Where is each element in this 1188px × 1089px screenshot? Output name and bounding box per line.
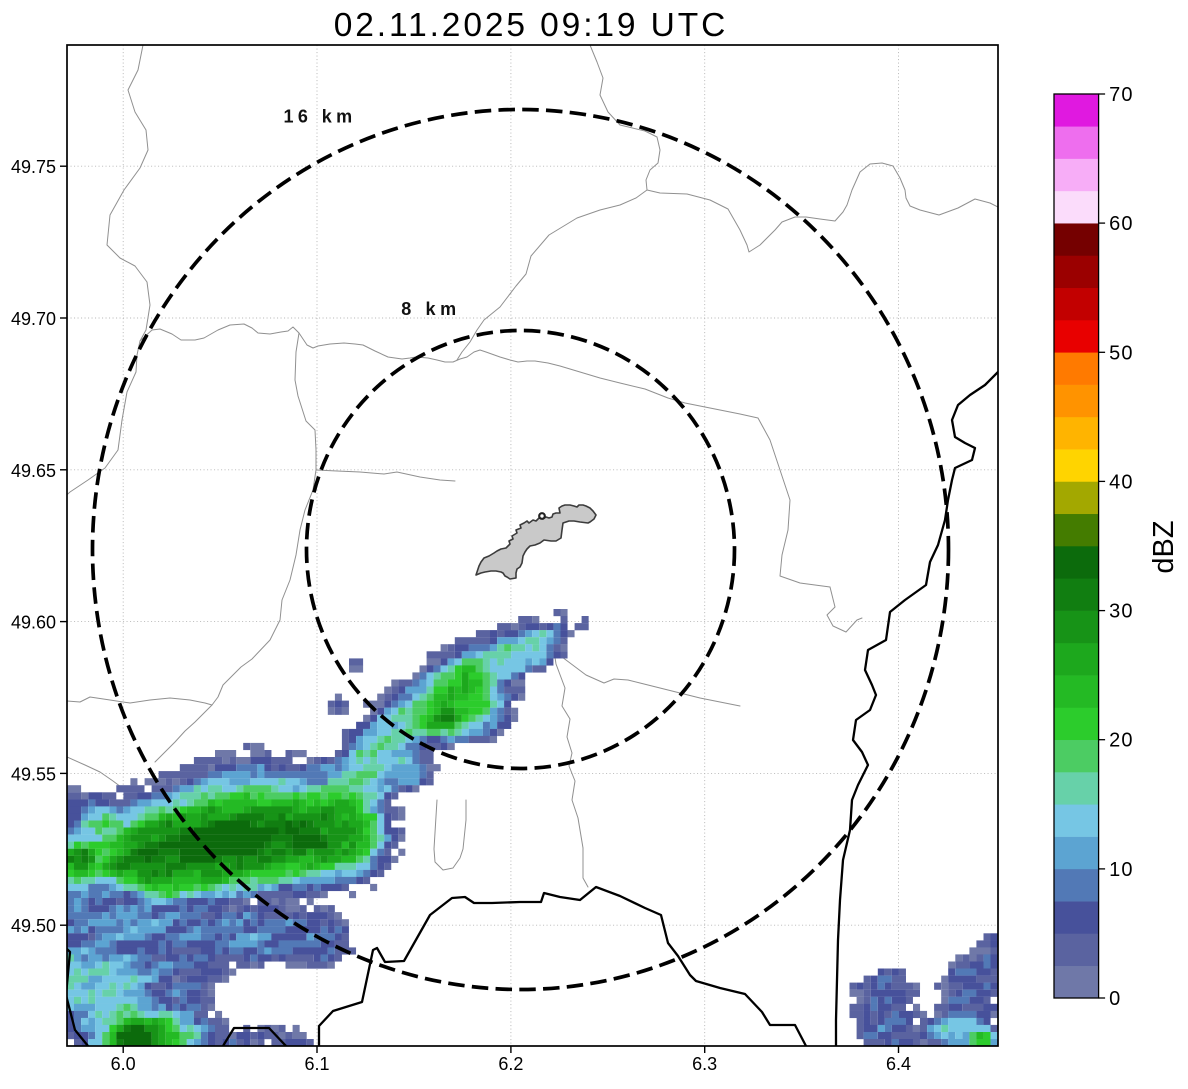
svg-text:20: 20 (1109, 730, 1134, 752)
svg-text:49.60: 49.60 (11, 613, 56, 633)
svg-text:49.50: 49.50 (11, 916, 56, 936)
svg-text:49.75: 49.75 (11, 157, 56, 177)
svg-text:02.11.2025 09:19 UTC: 02.11.2025 09:19 UTC (334, 7, 728, 44)
svg-text:8 km: 8 km (401, 299, 460, 319)
svg-text:6.3: 6.3 (692, 1054, 717, 1074)
svg-text:60: 60 (1109, 213, 1134, 235)
svg-text:6.4: 6.4 (886, 1054, 911, 1074)
svg-text:6.0: 6.0 (111, 1054, 136, 1074)
svg-text:70: 70 (1109, 84, 1134, 106)
svg-text:50: 50 (1109, 342, 1134, 364)
svg-text:30: 30 (1109, 601, 1134, 623)
svg-text:10: 10 (1109, 859, 1134, 881)
svg-text:40: 40 (1109, 471, 1134, 493)
svg-text:dBZ: dBZ (1148, 520, 1180, 573)
svg-text:6.2: 6.2 (498, 1054, 523, 1074)
svg-text:49.65: 49.65 (11, 461, 56, 481)
svg-text:49.55: 49.55 (11, 764, 56, 784)
svg-text:49.70: 49.70 (11, 309, 56, 329)
svg-text:16 km: 16 km (283, 107, 356, 127)
svg-text:0: 0 (1109, 988, 1121, 1010)
svg-text:6.1: 6.1 (304, 1054, 329, 1074)
